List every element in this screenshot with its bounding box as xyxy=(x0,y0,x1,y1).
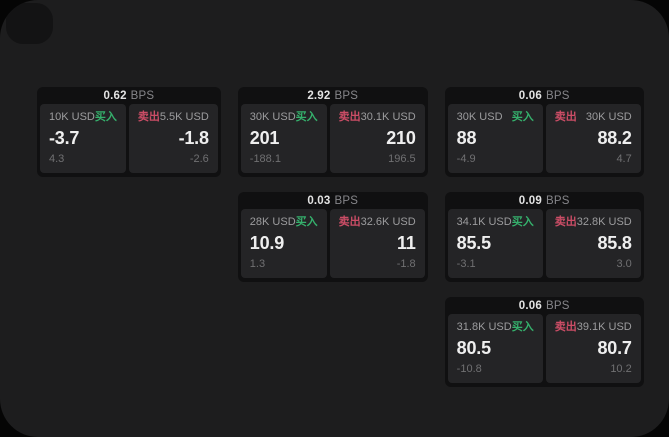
buy-side-label: 买入 xyxy=(511,216,534,228)
sell-price: 80.7 xyxy=(597,338,632,358)
sell-quote-tile[interactable]: 卖出 39.1K USD 80.7 10.2 xyxy=(545,314,641,383)
sell-price: 88.2 xyxy=(597,128,632,148)
bps-unit-label: BPS xyxy=(545,299,570,312)
sell-side-label: 卖出 xyxy=(338,111,361,123)
buy-amount: 30K USD xyxy=(456,111,503,123)
bps-unit-label: BPS xyxy=(545,194,570,207)
bps-value: 0.09 xyxy=(518,194,542,207)
quote-card: 0.09 BPS 34.1K USD 买入 85.5 -3.1 卖出 32.8K… xyxy=(444,192,644,282)
buy-amount: 10K USD xyxy=(49,111,95,123)
sell-quote-tile[interactable]: 卖出 32.6K USD 11 -1.8 xyxy=(329,209,425,278)
sell-price: -1.8 xyxy=(178,128,209,148)
sell-quote-tile[interactable]: 卖出 32.8K USD 85.8 3.0 xyxy=(545,209,641,278)
card-header: 0.06 BPS xyxy=(448,297,641,314)
bps-unit-label: BPS xyxy=(130,89,155,102)
sell-amount: 30.1K USD xyxy=(360,111,416,123)
buy-sub-value: 1.3 xyxy=(249,258,266,270)
buy-side-label: 买入 xyxy=(511,111,534,123)
buy-price: 88 xyxy=(456,128,477,148)
quote-card: 0.62 BPS 10K USD 买入 -3.7 4.3 卖出 5.5K USD xyxy=(37,87,221,177)
sell-side-label: 卖出 xyxy=(338,216,361,228)
bps-value: 0.06 xyxy=(518,89,542,102)
sell-amount: 39.1K USD xyxy=(576,321,632,333)
sell-side-label: 卖出 xyxy=(554,321,577,333)
buy-side-label: 买入 xyxy=(295,216,318,228)
buy-quote-tile[interactable]: 31.8K USD 买入 80.5 -10.8 xyxy=(447,314,543,383)
buy-amount: 34.1K USD xyxy=(456,216,512,228)
sell-amount: 30K USD xyxy=(585,111,632,123)
sell-price: 210 xyxy=(386,128,416,148)
sell-amount: 5.5K USD xyxy=(159,111,209,123)
bps-unit-label: BPS xyxy=(334,194,359,207)
buy-price: 85.5 xyxy=(456,233,491,253)
buy-side-label: 买入 xyxy=(94,111,117,123)
corner-overlay xyxy=(6,3,53,44)
sell-amount: 32.8K USD xyxy=(576,216,632,228)
sell-price: 11 xyxy=(397,233,416,253)
bps-value: 2.92 xyxy=(307,89,331,102)
buy-price: 201 xyxy=(249,128,280,148)
sell-quote-tile[interactable]: 卖出 30K USD 88.2 4.7 xyxy=(545,104,641,173)
card-header: 0.03 BPS xyxy=(241,192,425,209)
sell-amount: 32.6K USD xyxy=(360,216,416,228)
sell-sub-value: 3.0 xyxy=(616,258,632,270)
buy-price: 80.5 xyxy=(456,338,491,358)
sell-quote-tile[interactable]: 卖出 5.5K USD -1.8 -2.6 xyxy=(128,104,218,173)
sell-sub-value: 4.7 xyxy=(616,153,632,165)
buy-sub-value: -10.8 xyxy=(456,363,482,375)
quote-card: 0.06 BPS 30K USD 买入 88 -4.9 卖出 30K USD xyxy=(444,87,644,177)
sell-side-label: 卖出 xyxy=(137,111,160,123)
card-header: 2.92 BPS xyxy=(241,87,425,104)
bps-value: 0.62 xyxy=(103,89,127,102)
card-header: 0.62 BPS xyxy=(40,87,218,104)
buy-sub-value: -3.1 xyxy=(456,258,476,270)
bps-value: 0.03 xyxy=(307,194,331,207)
buy-sub-value: -4.9 xyxy=(456,153,476,165)
buy-amount: 31.8K USD xyxy=(456,321,512,333)
bps-value: 0.06 xyxy=(518,299,542,312)
bps-unit-label: BPS xyxy=(334,89,359,102)
quote-card: 2.92 BPS 30K USD 买入 201 -188.1 卖出 30.1K … xyxy=(237,87,428,177)
buy-price: 10.9 xyxy=(249,233,285,253)
buy-quote-tile[interactable]: 30K USD 买入 201 -188.1 xyxy=(240,104,327,173)
buy-amount: 28K USD xyxy=(249,216,296,228)
card-header: 0.06 BPS xyxy=(448,87,641,104)
sell-side-label: 卖出 xyxy=(554,216,577,228)
quote-card: 0.03 BPS 28K USD 买入 10.9 1.3 卖出 32.6K US… xyxy=(237,192,428,282)
sell-sub-value: -2.6 xyxy=(189,153,209,165)
sell-sub-value: 196.5 xyxy=(388,153,416,165)
buy-quote-tile[interactable]: 10K USD 买入 -3.7 4.3 xyxy=(40,104,126,173)
card-header: 0.09 BPS xyxy=(448,192,641,209)
buy-amount: 30K USD xyxy=(249,111,296,123)
buy-sub-value: -188.1 xyxy=(249,153,281,165)
buy-side-label: 买入 xyxy=(511,321,534,333)
quote-card-grid: 0.62 BPS 10K USD 买入 -3.7 4.3 卖出 5.5K USD xyxy=(37,87,644,387)
buy-quote-tile[interactable]: 30K USD 买入 88 -4.9 xyxy=(447,104,543,173)
buy-quote-tile[interactable]: 28K USD 买入 10.9 1.3 xyxy=(240,209,327,278)
buy-quote-tile[interactable]: 34.1K USD 买入 85.5 -3.1 xyxy=(447,209,543,278)
quote-card: 0.06 BPS 31.8K USD 买入 80.5 -10.8 卖出 39.1… xyxy=(444,297,644,387)
buy-sub-value: 4.3 xyxy=(49,153,65,165)
sell-sub-value: 10.2 xyxy=(610,363,632,375)
buy-price: -3.7 xyxy=(49,128,80,148)
sell-quote-tile[interactable]: 卖出 30.1K USD 210 196.5 xyxy=(329,104,425,173)
sell-price: 85.8 xyxy=(597,233,632,253)
sell-side-label: 卖出 xyxy=(554,111,577,123)
bps-unit-label: BPS xyxy=(545,89,570,102)
buy-side-label: 买入 xyxy=(295,111,318,123)
sell-sub-value: -1.8 xyxy=(396,258,416,270)
